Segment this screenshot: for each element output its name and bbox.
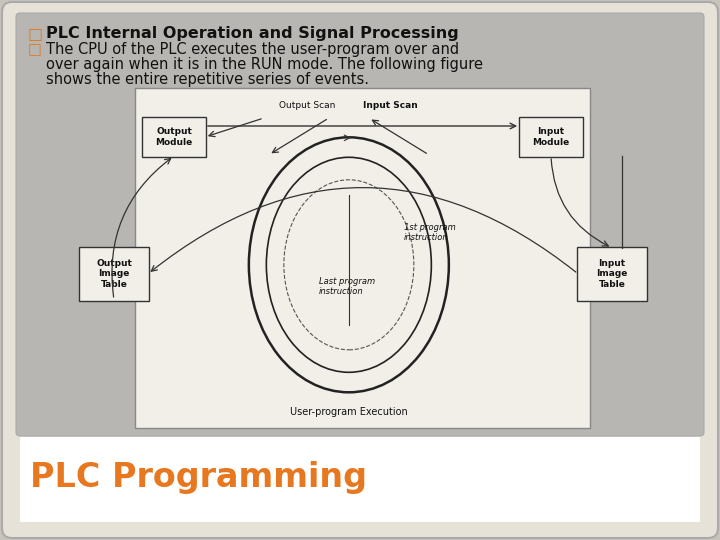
FancyBboxPatch shape [519,117,583,157]
Text: Output
Module: Output Module [156,127,193,147]
FancyBboxPatch shape [20,437,700,522]
Text: Output
Image
Table: Output Image Table [96,259,132,289]
Text: 1st program
instruction: 1st program instruction [404,223,456,242]
Text: Output Scan: Output Scan [279,102,335,111]
Text: Input Scan: Input Scan [364,102,418,111]
FancyBboxPatch shape [79,247,149,301]
Text: PLC Programming: PLC Programming [30,462,367,495]
FancyBboxPatch shape [577,247,647,301]
Text: over again when it is in the RUN mode. The following figure: over again when it is in the RUN mode. T… [46,57,483,72]
FancyBboxPatch shape [16,13,704,436]
Text: User-program Execution: User-program Execution [290,407,408,417]
Text: □: □ [28,42,42,57]
FancyBboxPatch shape [142,117,206,157]
Text: PLC Internal Operation and Signal Processing: PLC Internal Operation and Signal Proces… [46,26,459,41]
FancyBboxPatch shape [135,88,590,428]
Text: Input
Image
Table: Input Image Table [596,259,628,289]
Text: □: □ [28,26,43,41]
Text: Input
Module: Input Module [532,127,570,147]
Text: The CPU of the PLC executes the user-program over and: The CPU of the PLC executes the user-pro… [46,42,459,57]
Text: shows the entire repetitive series of events.: shows the entire repetitive series of ev… [46,72,369,87]
Text: Last program
instruction: Last program instruction [319,277,375,296]
